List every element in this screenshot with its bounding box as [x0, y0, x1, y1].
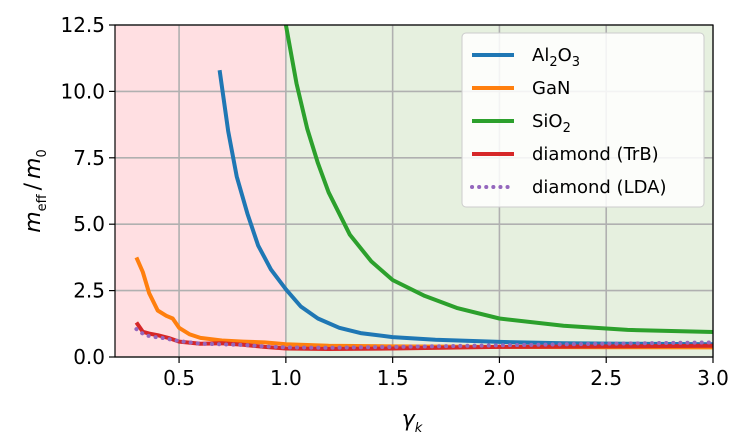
y-tick-label-1: 2.5 — [73, 279, 105, 303]
x-axis-label-main: γ — [402, 407, 416, 432]
legend-label-3: diamond (TrB) — [532, 144, 659, 165]
series-lines — [134, 24, 715, 351]
shaded-region-0 — [115, 25, 286, 357]
series-line-0 — [217, 69, 714, 347]
legend-box — [461, 32, 705, 208]
y-tick-label-4: 10.0 — [60, 79, 105, 103]
y-tick-label-5: 12.5 — [60, 13, 105, 37]
legend-label-4: diamond (LDA) — [532, 177, 667, 198]
legend-label-2: SiO2 — [532, 111, 571, 136]
axis-ticks: 0.5 1.0 1.5 2.0 2.5 3.0 0.0 2.5 5.0 7.5 10.0 12.5 — [60, 13, 728, 390]
y-axis-label-sub: eff — [35, 193, 50, 211]
x-axis-label: γk — [402, 407, 423, 436]
series-line-4 — [134, 327, 715, 350]
y-tick-label-2: 5.0 — [73, 212, 105, 236]
x-tick-label-2: 1.5 — [377, 366, 409, 390]
y-axis-label-den-sub: 0 — [35, 149, 50, 157]
y-axis-label-main: m — [21, 211, 46, 232]
x-tick-label-1: 1.0 — [270, 366, 302, 390]
plot-frame — [114, 24, 714, 358]
y-axis-label-den: m — [21, 158, 46, 179]
x-tick-label-5: 3.0 — [697, 366, 729, 390]
legend-label-1: GaN — [532, 78, 570, 99]
y-axis-label-sep: / — [21, 182, 46, 190]
x-tick-label-4: 2.5 — [590, 366, 622, 390]
x-tick-label-0: 0.5 — [163, 366, 195, 390]
x-axis-label-sub: k — [415, 421, 423, 436]
legend: Al2O3 GaN SiO2 diamond (TrB) diamond (LDA) — [461, 32, 705, 208]
y-tick-label-3: 7.5 — [73, 146, 105, 170]
legend-label-0: Al2O3 — [532, 45, 580, 70]
y-axis-label: meff/m0 — [21, 149, 50, 233]
x-tick-label-3: 2.0 — [484, 366, 516, 390]
y-tick-label-0: 0.0 — [73, 345, 105, 369]
series-line-2 — [283, 24, 714, 334]
